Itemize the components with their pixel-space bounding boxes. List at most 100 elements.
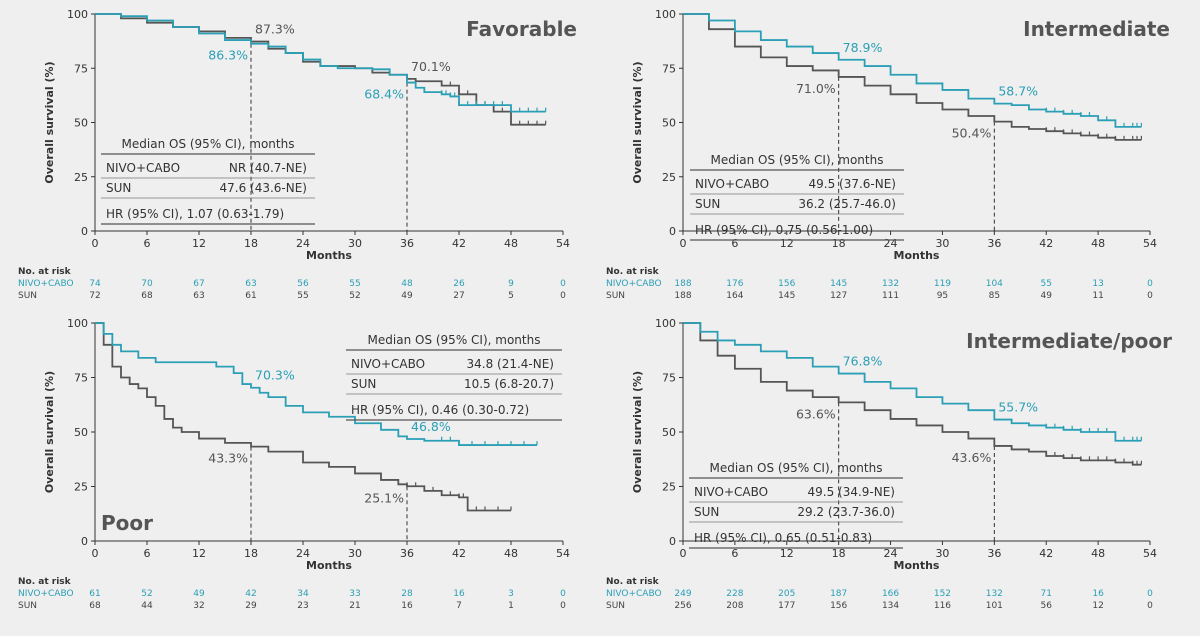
at-risk-count: 7 bbox=[456, 601, 462, 611]
at-risk-count: 61 bbox=[245, 291, 256, 301]
at-risk-count: 145 bbox=[830, 279, 847, 289]
at-risk-title: No. at risk bbox=[606, 267, 660, 277]
x-tick-label: 42 bbox=[452, 547, 466, 560]
at-risk-count: 16 bbox=[1092, 589, 1104, 599]
x-axis-label: Months bbox=[894, 249, 940, 262]
at-risk-count: 111 bbox=[882, 291, 899, 301]
landmark-label: 76.8% bbox=[843, 354, 883, 369]
x-tick-label: 0 bbox=[92, 237, 99, 250]
at-risk-count: 55 bbox=[297, 291, 308, 301]
at-risk-count: 0 bbox=[560, 589, 566, 599]
at-risk-count: 187 bbox=[830, 589, 847, 599]
nivo-cabo-curve bbox=[95, 13, 546, 113]
at-risk-count: 188 bbox=[674, 279, 691, 289]
y-tick-label: 50 bbox=[74, 117, 88, 130]
at-risk-count: 177 bbox=[778, 601, 795, 611]
at-risk-count: 56 bbox=[1040, 601, 1052, 611]
at-risk-count: 132 bbox=[986, 589, 1003, 599]
at-risk-count: 166 bbox=[882, 589, 899, 599]
at-risk-count: 68 bbox=[89, 601, 101, 611]
median-table-header: Median OS (95% CI), months bbox=[368, 333, 541, 347]
at-risk-count: 208 bbox=[726, 601, 743, 611]
at-risk-count: 205 bbox=[778, 589, 795, 599]
y-tick-label: 0 bbox=[669, 535, 676, 548]
table-arm-value: 29.2 (23.7-36.0) bbox=[797, 505, 895, 519]
x-tick-label: 18 bbox=[832, 547, 846, 560]
panel-title: Intermediate/poor bbox=[966, 329, 1172, 353]
table-arm-value: 10.5 (6.8-20.7) bbox=[464, 377, 554, 391]
landmark-label: 58.7% bbox=[998, 84, 1038, 99]
table-arm-value: 36.2 (25.7-46.0) bbox=[798, 197, 896, 211]
x-tick-label: 42 bbox=[452, 237, 466, 250]
nivo-cabo-curve bbox=[95, 322, 537, 446]
table-arm-value: NR (40.7-NE) bbox=[229, 161, 307, 175]
at-risk-count: 0 bbox=[1147, 279, 1153, 289]
at-risk-table: No. at risk NIVO+CABO 249 228 205 187 166 152 13… bbox=[606, 577, 1153, 611]
panel-intermediate: 0 6 12 18 24 30 36 42 48 540255075100MonthsOveral… bbox=[606, 8, 1170, 301]
x-axis-label: Months bbox=[306, 249, 352, 262]
at-risk-count: 0 bbox=[1147, 589, 1153, 599]
at-risk-count: 63 bbox=[193, 291, 204, 301]
landmark-label: 78.9% bbox=[843, 40, 883, 55]
median-os-table: Median OS (95% CI), months NIVO+CABO 34.8 … bbox=[346, 333, 562, 421]
x-axis-label: Months bbox=[894, 559, 940, 572]
at-risk-count: 71 bbox=[1040, 589, 1051, 599]
at-risk-count: 16 bbox=[453, 589, 465, 599]
y-tick-label: 75 bbox=[662, 62, 676, 75]
at-risk-count: 55 bbox=[1040, 279, 1051, 289]
at-risk-title: No. at risk bbox=[606, 577, 660, 587]
at-risk-title: No. at risk bbox=[18, 267, 72, 277]
at-risk-count: 188 bbox=[674, 291, 691, 301]
at-risk-count: 49 bbox=[401, 291, 413, 301]
x-tick-label: 30 bbox=[935, 237, 949, 250]
y-tick-label: 0 bbox=[81, 535, 88, 548]
x-tick-label: 12 bbox=[780, 547, 794, 560]
landmark-label: 63.6% bbox=[796, 406, 836, 421]
landmark-label: 43.3% bbox=[208, 451, 248, 466]
x-tick-label: 36 bbox=[400, 547, 414, 560]
table-arm-value: 49.5 (37.6-NE) bbox=[808, 177, 896, 191]
x-tick-label: 6 bbox=[144, 547, 151, 560]
x-tick-label: 42 bbox=[1039, 547, 1053, 560]
y-tick-label: 75 bbox=[74, 62, 88, 75]
at-risk-count: 23 bbox=[297, 601, 308, 611]
x-tick-label: 54 bbox=[556, 237, 570, 250]
landmark-label: 68.4% bbox=[364, 87, 404, 102]
x-tick-label: 6 bbox=[731, 547, 738, 560]
x-tick-label: 0 bbox=[680, 237, 687, 250]
x-axis-label: Months bbox=[306, 559, 352, 572]
at-risk-count: 228 bbox=[726, 589, 743, 599]
table-arm-label: NIVO+CABO bbox=[106, 161, 180, 175]
landmark-label: 46.8% bbox=[411, 419, 451, 434]
landmark-label: 43.6% bbox=[952, 450, 992, 465]
at-risk-count: 85 bbox=[989, 291, 1000, 301]
at-risk-count: 0 bbox=[1147, 601, 1153, 611]
median-table-header: Median OS (95% CI), months bbox=[711, 153, 884, 167]
panel-poor: 0 6 12 18 24 30 36 42 48 540255075100MonthsOveral… bbox=[18, 317, 570, 611]
table-arm-value: 49.5 (34.9-NE) bbox=[807, 485, 895, 499]
panel-favorable: 0 6 12 18 24 30 36 42 48 540255075100MonthsOveral… bbox=[18, 8, 577, 301]
median-os-table: Median OS (95% CI), months NIVO+CABO 49.5 … bbox=[689, 461, 903, 549]
y-axis-label: Overall survival (%) bbox=[631, 371, 644, 493]
at-risk-arm: NIVO+CABO bbox=[18, 279, 74, 289]
landmark-label: 25.1% bbox=[364, 490, 404, 505]
at-risk-count: 74 bbox=[89, 279, 101, 289]
y-tick-label: 75 bbox=[74, 372, 88, 385]
at-risk-count: 29 bbox=[245, 601, 257, 611]
at-risk-count: 32 bbox=[193, 601, 204, 611]
y-tick-label: 100 bbox=[655, 8, 676, 21]
panel-intermediate-poor: 0 6 12 18 24 30 36 42 48 54 0 25 50 75 100 Months Overal… bbox=[606, 317, 1172, 611]
y-axis-label: Overall survival (%) bbox=[631, 61, 644, 183]
y-axis-label: Overall survival (%) bbox=[43, 61, 56, 183]
table-arm-label: NIVO+CABO bbox=[695, 177, 769, 191]
at-risk-arm: SUN bbox=[18, 291, 37, 301]
at-risk-count: 0 bbox=[560, 279, 566, 289]
at-risk-count: 56 bbox=[297, 279, 309, 289]
at-risk-table: No. at risk NIVO+CABO 74 70 67 63 56 55 48 26 9 0 SU… bbox=[18, 267, 566, 301]
hazard-ratio: HR (95% CI), 0.75 (0.56-1.00) bbox=[695, 223, 873, 237]
hazard-ratio: HR (95% CI), 1.07 (0.63-1.79) bbox=[106, 207, 284, 221]
at-risk-count: 68 bbox=[141, 291, 153, 301]
landmark-label: 50.4% bbox=[952, 126, 992, 141]
at-risk-count: 12 bbox=[1092, 601, 1103, 611]
